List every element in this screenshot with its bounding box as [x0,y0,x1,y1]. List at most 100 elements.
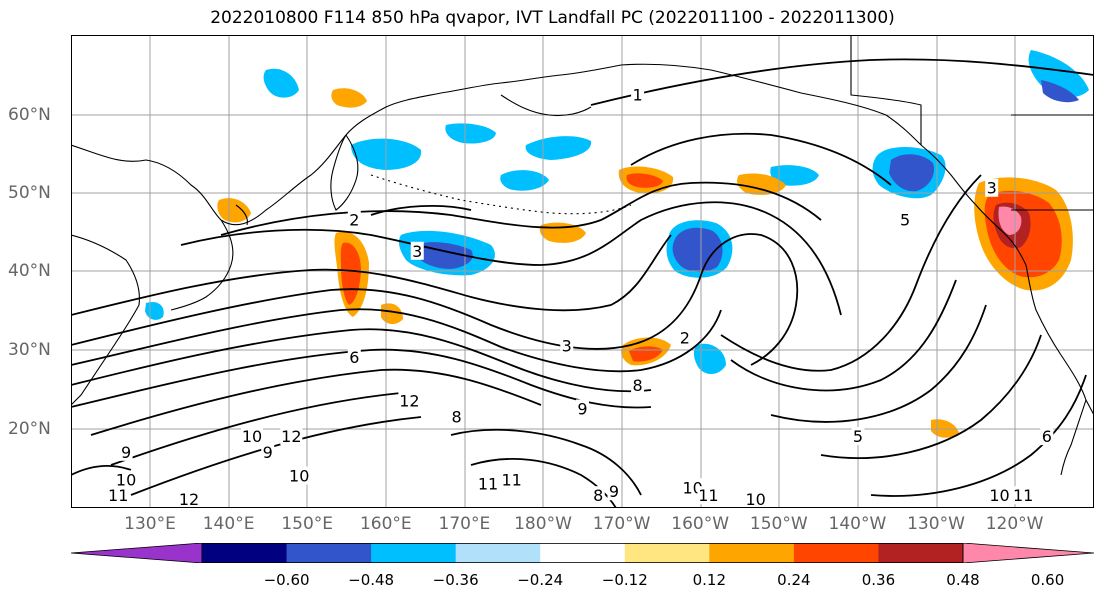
coastlines [71,35,1094,476]
graticule [71,35,1094,508]
colorbar-segment [202,543,288,563]
contour-label: 10 [116,470,136,489]
colorbar-outline [201,543,964,563]
colorbar-tick-label: 0.36 [861,571,896,589]
contour-label: 9 [609,482,619,501]
latitude-label: 30°N [8,340,51,360]
map-title: 2022010800 F114 850 hPa qvapor, IVT Land… [210,8,895,28]
contour-label-bg [631,85,645,104]
contour-label: 3 [987,179,997,198]
contour-label: 9 [121,443,131,462]
colorbar-tick-label: −0.12 [601,571,648,589]
colorbar-tick-label: 0.60 [1030,571,1065,589]
map-frame [71,35,1094,508]
contour-label-bg [450,407,464,426]
colorbar-tick-label: −0.60 [263,571,310,589]
negative-anomaly-patch [445,123,496,144]
contour-label: 8 [451,407,461,426]
contour-label-bg [410,241,424,260]
positive-anomaly-patch [998,206,1022,235]
colorbar-tick-label: −0.24 [517,571,564,589]
positive-anomaly-patch [737,173,786,195]
latitude-label: 20°N [8,419,51,439]
colorbar-segment [455,543,541,563]
contour-label-bg [1040,427,1054,446]
positive-anomaly-patch [381,303,403,325]
negative-anomaly-patch [672,227,723,272]
colorbar-segment [878,543,964,563]
negative-anomaly-patch [263,68,299,98]
contour-label-bg [898,210,912,229]
longitude-label: 160°E [359,514,412,534]
colorbar-segment [371,543,457,563]
contour-label: 10 [289,466,309,485]
longitude-label: 180°W [514,514,572,534]
contour-label-bg [119,442,133,461]
contour-label-bg [240,427,263,446]
negative-anomaly-patch [693,343,726,374]
contour-label: 10 [745,490,765,508]
negative-anomaly-patch [1041,80,1079,103]
contour-label-bg [576,399,589,418]
contour-label: 3 [562,336,572,355]
colorbar-tick-label: 0.12 [692,571,727,589]
negative-anomaly-patch [145,301,164,320]
contour-label: 9 [263,443,273,462]
longitude-label: 170°E [438,514,491,534]
contour-label: 10 [989,486,1009,505]
contour-label: 12 [399,392,419,411]
contour-label: 5 [900,210,910,229]
contour-label: 9 [577,399,587,418]
contour-lines [71,58,1094,508]
colorbar-segment [793,543,879,563]
contour-label: 1 [632,86,642,105]
colorbar-segment [540,543,626,563]
longitude-label: 170°W [592,514,651,534]
contour-label-bg [988,486,1011,505]
contour-label-bg [851,427,865,446]
positive-anomaly-patch [626,173,663,188]
longitude-label: 140°E [202,514,255,534]
negative-anomaly-patch [500,170,549,191]
colorbar-tick-label: 0.24 [777,571,811,589]
negative-anomaly-patch [889,154,935,192]
contour-label-bg [985,178,999,197]
longitude-label: 130°E [124,514,176,534]
contour-label-bg [697,486,720,505]
latitude-label: 60°N [8,105,51,125]
colorbar-segment [286,543,372,563]
contour-label-bg [1012,486,1035,505]
contour-label: 5 [853,427,863,446]
contour-label: 11 [108,486,128,505]
colorbar-high-extension [962,543,1094,563]
longitude-label: 140°W [828,514,887,534]
longitude-label: 150°E [281,514,334,534]
colorbar [71,543,1094,563]
longitude-label: 160°W [671,514,730,534]
contour-label-bg [115,470,138,489]
contour-label: 12 [179,490,199,508]
contour-label: 2 [349,210,359,229]
colorbar-tick-label: 0.48 [946,571,980,589]
contour-label-bg [744,490,767,508]
contour-label: 6 [1042,427,1052,446]
latitude-label: 40°N [8,261,51,281]
contour-label: 11 [698,486,718,505]
colorbar-segment [624,543,710,563]
positive-anomaly-patch [217,198,251,223]
latitude-label: 50°N [8,183,51,203]
positive-anomaly-patch [331,88,367,108]
contour-label-bg [107,486,130,505]
contour-label-bg [261,442,275,461]
contour-label: 10 [242,427,262,446]
colorbar-tick-label: −0.48 [348,571,395,589]
contour-label-bg [631,375,645,394]
longitude-label: 150°W [749,514,808,534]
colorbar-tick-label: −0.36 [432,571,479,589]
contour-label-bg [347,348,361,367]
contour-label-bg [178,490,201,508]
contour-label-bg [678,328,692,347]
contour-label-bg [591,486,605,505]
colorbar-low-extension [71,543,203,563]
colorbar-segment [709,543,795,563]
